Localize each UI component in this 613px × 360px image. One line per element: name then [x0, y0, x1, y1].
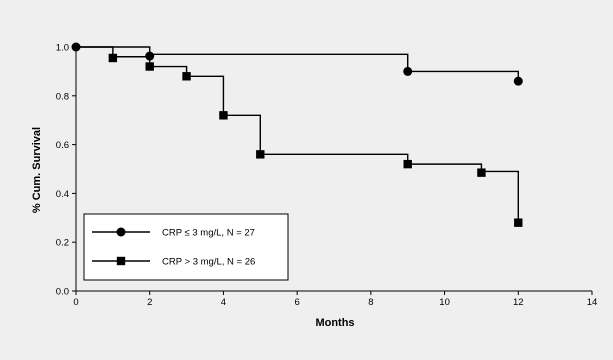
series-2-point: [182, 72, 191, 81]
x-tick-label: 0: [73, 297, 78, 308]
y-axis-title: % Cum. Survival: [31, 127, 43, 213]
x-tick-label: 8: [368, 297, 373, 308]
x-tick-label: 4: [221, 297, 226, 308]
series-2-point: [477, 168, 486, 177]
series-2-point: [403, 159, 412, 169]
series-2-line: [76, 46, 519, 223]
x-tick-label: 14: [587, 297, 598, 308]
ticks: 0 2 4 6 8 10 12 14 0.0 0.2 0.4 0.6 0.8 1.0: [56, 43, 598, 309]
x-tick-label: 12: [513, 297, 524, 308]
series-1-line: [76, 46, 519, 82]
axes: [75, 47, 592, 292]
legend-label-2: CRP > 3 mg/L, N = 26: [162, 257, 255, 268]
y-tick-label: 0.2: [56, 238, 69, 249]
y-tick-label: 0.0: [56, 287, 69, 298]
series-2-point: [256, 150, 265, 159]
y-tick-label: 0.8: [56, 91, 69, 102]
series-lines: [76, 46, 519, 223]
series-1-point: [71, 42, 81, 52]
y-tick-label: 0.4: [56, 189, 69, 200]
legend-box: [83, 213, 289, 281]
series-2-point: [219, 111, 228, 120]
series-marks: [71, 42, 523, 227]
series-2-point: [514, 218, 523, 227]
series-1-point: [403, 66, 413, 76]
x-tick-label: 6: [294, 297, 299, 308]
legend: CRP ≤ 3 mg/L, N = 27 CRP > 3 mg/L, N = 26: [83, 213, 289, 281]
legend-marker-1: [116, 227, 126, 237]
x-tick-label: 2: [147, 297, 152, 308]
series-1-point: [145, 51, 155, 61]
legend-label-1: CRP ≤ 3 mg/L, N = 27: [162, 228, 255, 239]
series-2-point: [108, 53, 118, 63]
x-axis-title: Months: [315, 317, 354, 329]
series-1-point: [513, 76, 523, 86]
legend-marker-2: [116, 256, 126, 266]
x-tick-label: 10: [439, 297, 450, 308]
series-2-point: [145, 62, 154, 71]
y-tick-label: 1.0: [56, 43, 69, 54]
y-tick-label: 0.6: [56, 140, 69, 151]
